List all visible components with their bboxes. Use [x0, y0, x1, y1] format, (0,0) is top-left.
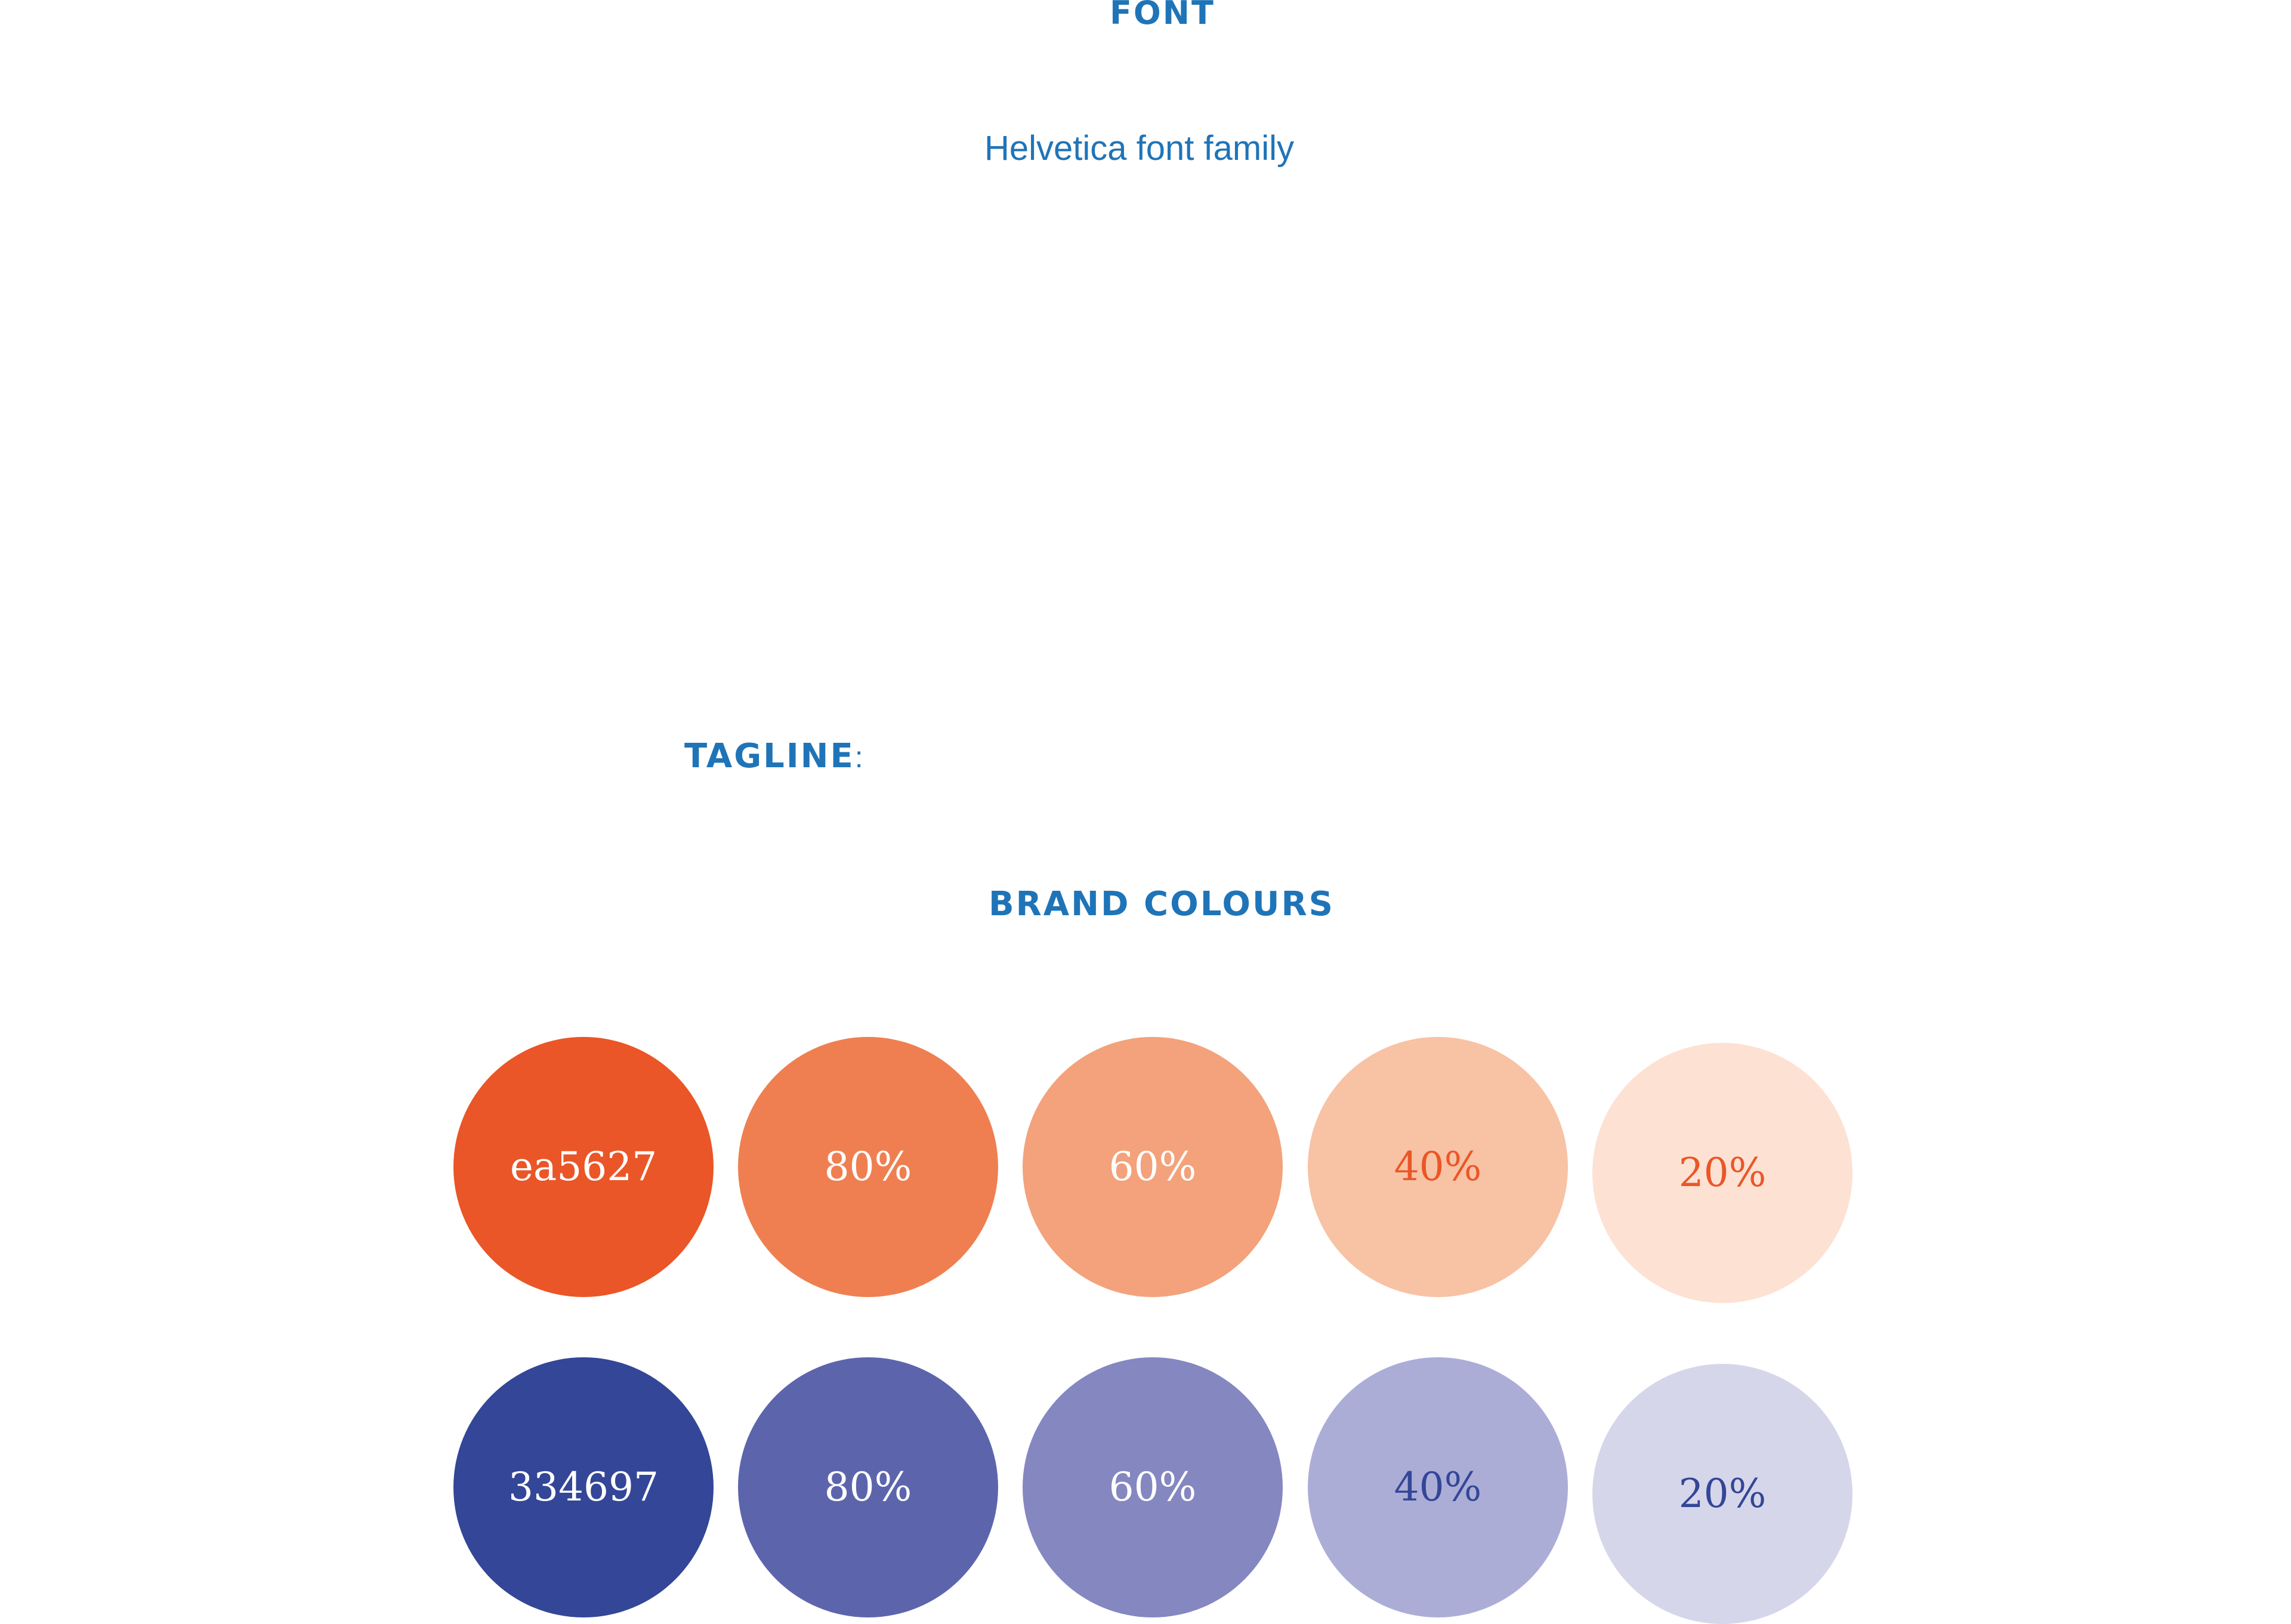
blue-swatch-80-label: 80%	[824, 1464, 912, 1510]
orange-swatch-base: ea5627	[453, 1037, 714, 1297]
orange-swatch-40: 40%	[1308, 1037, 1568, 1297]
font-family-description: Helvetica font family	[984, 129, 1294, 168]
orange-swatch-40-label: 40%	[1394, 1144, 1482, 1190]
tagline-heading: TAGLINE:	[684, 740, 863, 773]
orange-swatch-80-label: 80%	[824, 1144, 912, 1190]
tagline-heading-text: TAGLINE	[684, 737, 855, 776]
orange-swatch-60-label: 60%	[1109, 1144, 1197, 1190]
brand-colours-heading: BRAND COLOURS	[989, 885, 1335, 924]
blue-swatch-base: 334697	[453, 1357, 714, 1617]
font-section-heading: FONT	[1110, 0, 1215, 32]
blue-swatch-40: 40%	[1308, 1357, 1568, 1617]
blue-swatch-60: 60%	[1023, 1357, 1283, 1617]
orange-swatch-80: 80%	[738, 1037, 998, 1297]
orange-swatch-20: 20%	[1592, 1043, 1852, 1303]
blue-swatch-40-label: 40%	[1394, 1464, 1482, 1510]
blue-swatch-base-label: 334697	[508, 1464, 659, 1510]
tagline-colon: :	[854, 740, 863, 774]
blue-swatch-80: 80%	[738, 1357, 998, 1617]
orange-swatch-20-label: 20%	[1678, 1150, 1767, 1196]
blue-swatch-60-label: 60%	[1109, 1464, 1197, 1510]
blue-swatch-20-label: 20%	[1678, 1471, 1767, 1517]
blue-swatch-20: 20%	[1592, 1364, 1852, 1624]
orange-swatch-base-label: ea5627	[510, 1144, 657, 1190]
orange-swatch-60: 60%	[1023, 1037, 1283, 1297]
